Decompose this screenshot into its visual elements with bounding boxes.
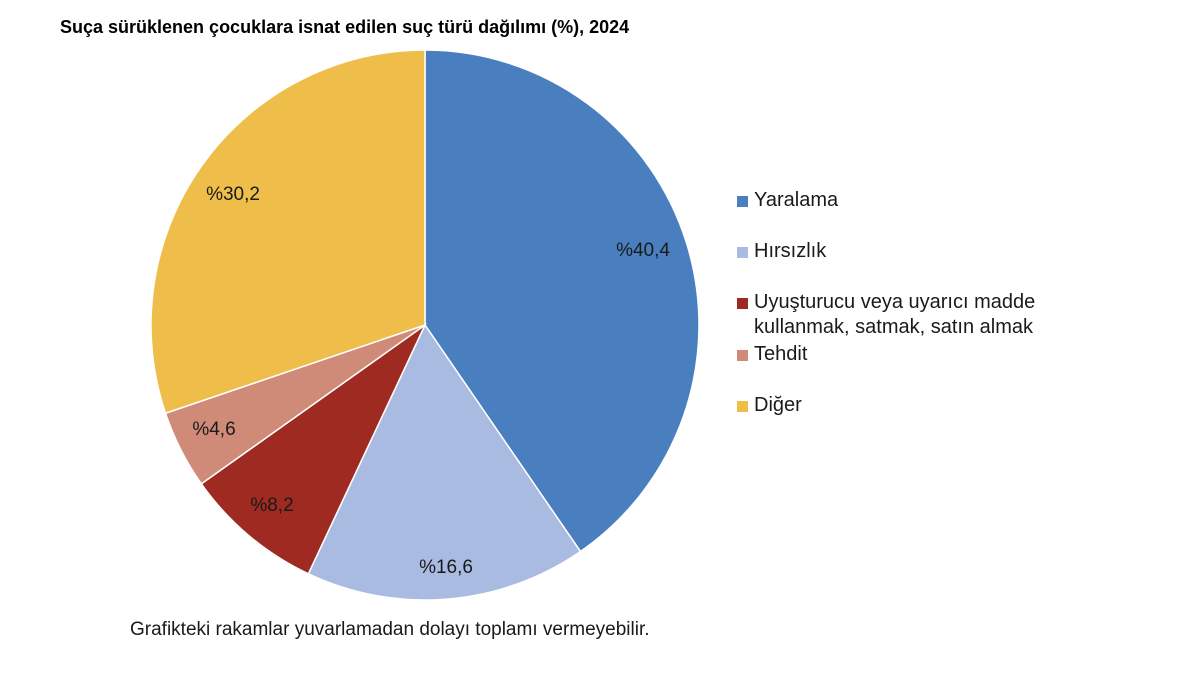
footnote: Grafikteki rakamlar yuvarlamadan dolayı … bbox=[130, 619, 650, 640]
legend-label-line2: kullanmak, satmak, satın almak bbox=[754, 316, 1033, 338]
legend-item-uyusturucu: Uyuşturucu veya uyarıcı madde kullanmak,… bbox=[737, 290, 1157, 340]
data-label-uyusturucu-veya-uyarici-: %8,2 bbox=[250, 495, 293, 516]
legend-swatch bbox=[737, 401, 748, 412]
pie-slice-yaralama bbox=[424, 49, 700, 553]
legend-swatch bbox=[737, 247, 748, 258]
legend-item-hirsizlik: Hırsızlık bbox=[737, 239, 1157, 264]
pie-data-labels: %40,4 %16,6 %8,2 %4,6 %30,2 bbox=[192, 184, 670, 578]
legend-label: Yaralama bbox=[754, 189, 839, 211]
chart-title: Suça sürüklenen çocuklara isnat edilen s… bbox=[60, 17, 630, 37]
legend-label: Uyuşturucu veya uyarıcı madde bbox=[754, 291, 1036, 313]
data-label-hirsizlik: %16,6 bbox=[419, 557, 473, 578]
legend-item-tehdit: Tehdit bbox=[737, 342, 1157, 367]
legend-item-yaralama: Yaralama bbox=[737, 188, 1157, 213]
chart-legend: Yaralama Hırsızlık Uyuşturucu veya uyarı… bbox=[737, 188, 1157, 418]
data-label-diger: %30,2 bbox=[206, 184, 260, 205]
pie-slice-uyusturucu-veya-uyarici- bbox=[200, 322, 427, 575]
pie-slices bbox=[150, 49, 700, 601]
data-label-yaralama: %40,4 bbox=[616, 240, 670, 261]
legend-label: Diğer bbox=[754, 394, 802, 416]
pie-slice-hirsizlik bbox=[307, 323, 582, 601]
legend-swatch bbox=[737, 298, 748, 309]
legend-swatch bbox=[737, 196, 748, 207]
legend-swatch bbox=[737, 350, 748, 361]
legend-item-diger: Diğer bbox=[737, 393, 1157, 418]
data-label-tehdit: %4,6 bbox=[192, 419, 235, 440]
legend-label: Hırsızlık bbox=[754, 240, 827, 262]
pie-slice-diger bbox=[150, 49, 426, 415]
legend-label: Tehdit bbox=[754, 343, 808, 365]
